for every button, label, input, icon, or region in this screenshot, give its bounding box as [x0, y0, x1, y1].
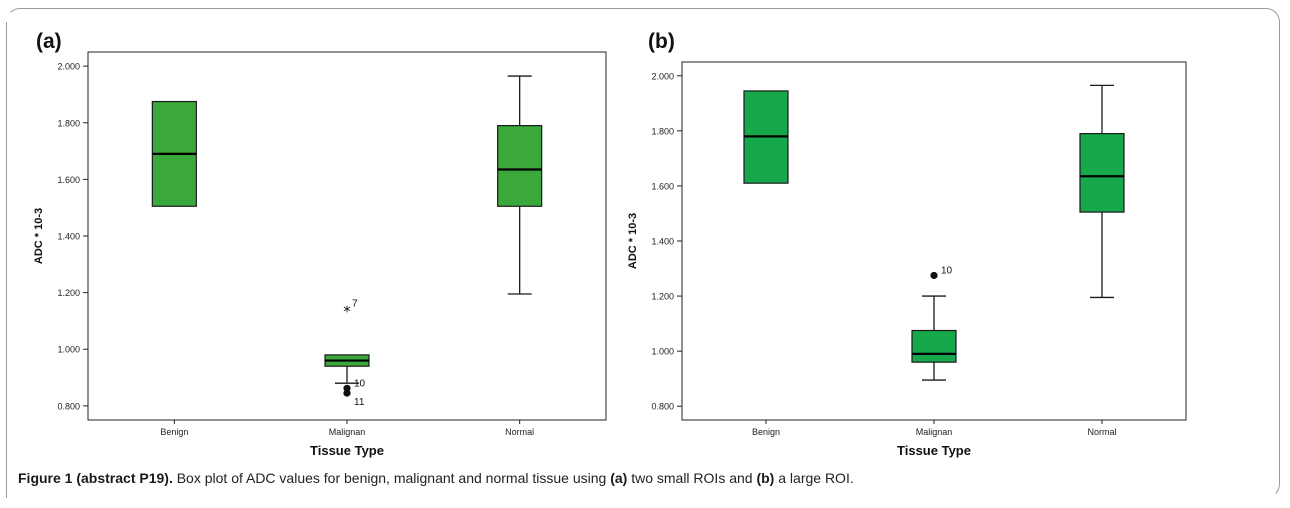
x-tick-label: Normal	[1087, 427, 1116, 437]
box-iqr	[1079, 133, 1125, 213]
outlier-label: 11	[354, 397, 365, 408]
y-axis-label: ADC * 10-3	[627, 213, 639, 269]
box-normal	[1079, 84, 1125, 299]
panel-label-a: (a)	[36, 30, 62, 53]
caption-lead: Figure 1 (abstract P19).	[18, 470, 173, 486]
y-tick-label: 1.400	[651, 237, 674, 247]
y-axis-label: ADC * 10-3	[33, 208, 45, 264]
outlier-point	[930, 271, 938, 280]
figure-frame	[6, 8, 1280, 498]
figure-frame-left-edge	[6, 22, 7, 498]
chart-panel-a: 0.800 1.000 1.200 1.400 1.600 1.800 2.000 ADC *…	[33, 51, 607, 458]
y-tick-label: 1.600	[57, 175, 80, 185]
x-tick-label: Benign	[160, 427, 188, 437]
caption-ref-b: (b)	[756, 470, 775, 486]
box-normal	[497, 75, 543, 295]
box-iqr	[497, 124, 543, 207]
y-tick-label: 1.000	[57, 345, 80, 355]
box-malignan	[324, 354, 370, 384]
outlier-extreme-star: *	[343, 303, 351, 321]
x-tick-label: Benign	[752, 427, 780, 437]
outlier-label: 10	[941, 265, 953, 276]
caption-text-2: two small ROIs and	[627, 470, 757, 486]
box-iqr	[911, 329, 957, 363]
x-tick-label: Malignan	[329, 427, 366, 437]
outlier-label: 10	[354, 378, 366, 389]
caption-text-3: a large ROI.	[774, 470, 854, 486]
y-tick-label: 2.000	[651, 71, 674, 81]
y-tick-label: 1.800	[651, 126, 674, 136]
y-tick-label: 1.200	[651, 292, 674, 302]
x-tick-label: Malignan	[916, 427, 953, 437]
y-tick-label: 1.800	[57, 118, 80, 128]
x-tick-label: Normal	[505, 427, 534, 437]
x-axis-label: Tissue Type	[310, 443, 384, 458]
y-tick-label: 0.800	[57, 401, 80, 411]
y-tick-label: 0.800	[651, 402, 674, 412]
outlier-label: 7	[352, 299, 358, 310]
y-tick-label: 1.000	[651, 347, 674, 357]
x-axis-label: Tissue Type	[897, 443, 971, 458]
panel-label-b: (b)	[648, 30, 675, 53]
figure-caption: Figure 1 (abstract P19). Box plot of ADC…	[18, 470, 854, 486]
box-benign	[743, 90, 789, 184]
y-tick-label: 1.600	[651, 181, 674, 191]
outlier-point	[343, 389, 351, 397]
caption-text-1: Box plot of ADC values for benign, malig…	[172, 470, 611, 486]
y-tick-label: 1.200	[57, 288, 80, 298]
chart-panel-b: 0.800 1.000 1.200 1.400 1.600 1.800 2.000 ADC *…	[627, 61, 1187, 458]
box-malignan	[911, 295, 957, 381]
caption-ref-a: (a)	[610, 470, 628, 486]
y-tick-label: 1.400	[57, 232, 80, 242]
y-tick-label: 2.000	[57, 62, 80, 72]
box-benign	[151, 100, 197, 207]
